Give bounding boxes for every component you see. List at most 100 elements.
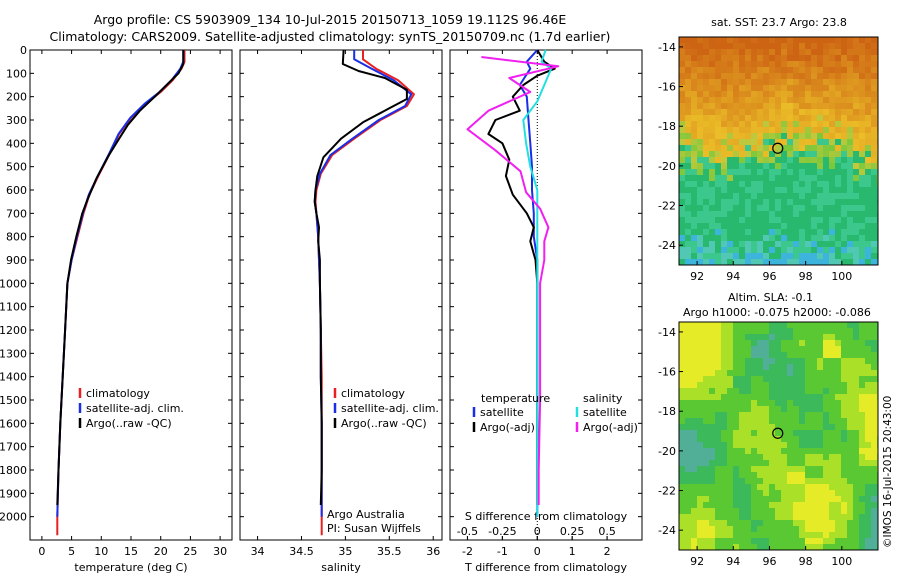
map-cell	[709, 229, 716, 236]
map-cell	[733, 418, 740, 425]
map-cell	[745, 139, 752, 146]
map-cell	[685, 322, 692, 329]
map-cell	[727, 103, 734, 110]
map-cell	[751, 406, 758, 413]
map-cell	[691, 199, 698, 206]
map-cell	[715, 127, 722, 134]
map-cell	[727, 448, 734, 455]
map-cell	[727, 127, 734, 134]
map-cell	[865, 43, 872, 50]
map-cell	[751, 478, 758, 485]
map-cell	[817, 211, 824, 218]
map-cell	[703, 37, 710, 44]
map-cell	[745, 430, 752, 437]
map-cell	[871, 241, 878, 248]
map-cell	[853, 205, 860, 212]
map-cell	[823, 43, 830, 50]
map-cell	[685, 229, 692, 236]
map-cell	[685, 352, 692, 359]
map-cell	[703, 532, 710, 539]
map-cell	[829, 514, 836, 521]
map-cell	[853, 328, 860, 335]
map-cell	[769, 223, 776, 230]
map-cell	[715, 508, 722, 515]
map-cell	[841, 532, 848, 539]
map-cell	[865, 49, 872, 56]
map-cell	[775, 418, 782, 425]
map-cell	[763, 187, 770, 194]
map-cell	[703, 97, 710, 104]
map-cell	[781, 55, 788, 62]
map-cell	[769, 418, 776, 425]
map-cell	[691, 334, 698, 341]
map-cell	[709, 472, 716, 479]
map-cell	[739, 472, 746, 479]
map-cell	[811, 424, 818, 431]
map-cell	[817, 514, 824, 521]
map-cell	[679, 400, 686, 407]
map-cell	[679, 460, 686, 467]
map-cell	[715, 133, 722, 140]
map-cell	[781, 400, 788, 407]
map-cell	[811, 181, 818, 188]
map-cell	[829, 364, 836, 371]
map-cell	[751, 538, 758, 545]
map-cell	[787, 412, 794, 419]
map-cell	[745, 163, 752, 170]
map-cell	[775, 157, 782, 164]
map-cell	[787, 340, 794, 347]
map-cell	[709, 253, 716, 260]
map-cell	[787, 400, 794, 407]
map-cell	[841, 253, 848, 260]
map-cell	[847, 358, 854, 365]
map-cell	[775, 340, 782, 347]
map-cell	[811, 322, 818, 329]
map-cell	[859, 175, 866, 182]
map-cell	[757, 79, 764, 86]
map-cell	[793, 502, 800, 509]
map-cell	[697, 55, 704, 62]
map-cell	[763, 73, 770, 80]
map-cell	[709, 79, 716, 86]
map-cell	[829, 496, 836, 503]
map-cell	[853, 133, 860, 140]
map-cell	[799, 121, 806, 128]
map-cell	[727, 55, 734, 62]
map-cell	[751, 340, 758, 347]
map-cell	[703, 181, 710, 188]
map-cell	[709, 448, 716, 455]
map-cell	[691, 502, 698, 509]
map-cell	[763, 85, 770, 92]
map-cell	[799, 169, 806, 176]
map-cell	[853, 532, 860, 539]
map-cell	[745, 340, 752, 347]
map-cell	[841, 478, 848, 485]
map-cell	[685, 181, 692, 188]
map-cell	[709, 442, 716, 449]
y-tick-label: -22	[658, 485, 676, 498]
map-cell	[745, 121, 752, 128]
map-cell	[871, 163, 878, 170]
map-cell	[691, 406, 698, 413]
map-cell	[685, 253, 692, 260]
map-cell	[763, 91, 770, 98]
map-cell	[817, 91, 824, 98]
map-cell	[865, 229, 872, 236]
map-cell	[835, 127, 842, 134]
map-cell	[799, 241, 806, 248]
map-cell	[817, 406, 824, 413]
map-cell	[721, 217, 728, 224]
map-cell	[775, 400, 782, 407]
map-cell	[703, 247, 710, 254]
map-cell	[715, 382, 722, 389]
map-cell	[871, 61, 878, 68]
map-cell	[841, 364, 848, 371]
map-cell	[769, 181, 776, 188]
map-cell	[715, 97, 722, 104]
map-cell	[859, 37, 866, 44]
map-cell	[853, 73, 860, 80]
map-cell	[829, 328, 836, 335]
map-cell	[793, 253, 800, 260]
map-cell	[865, 322, 872, 329]
map-cell	[697, 163, 704, 170]
